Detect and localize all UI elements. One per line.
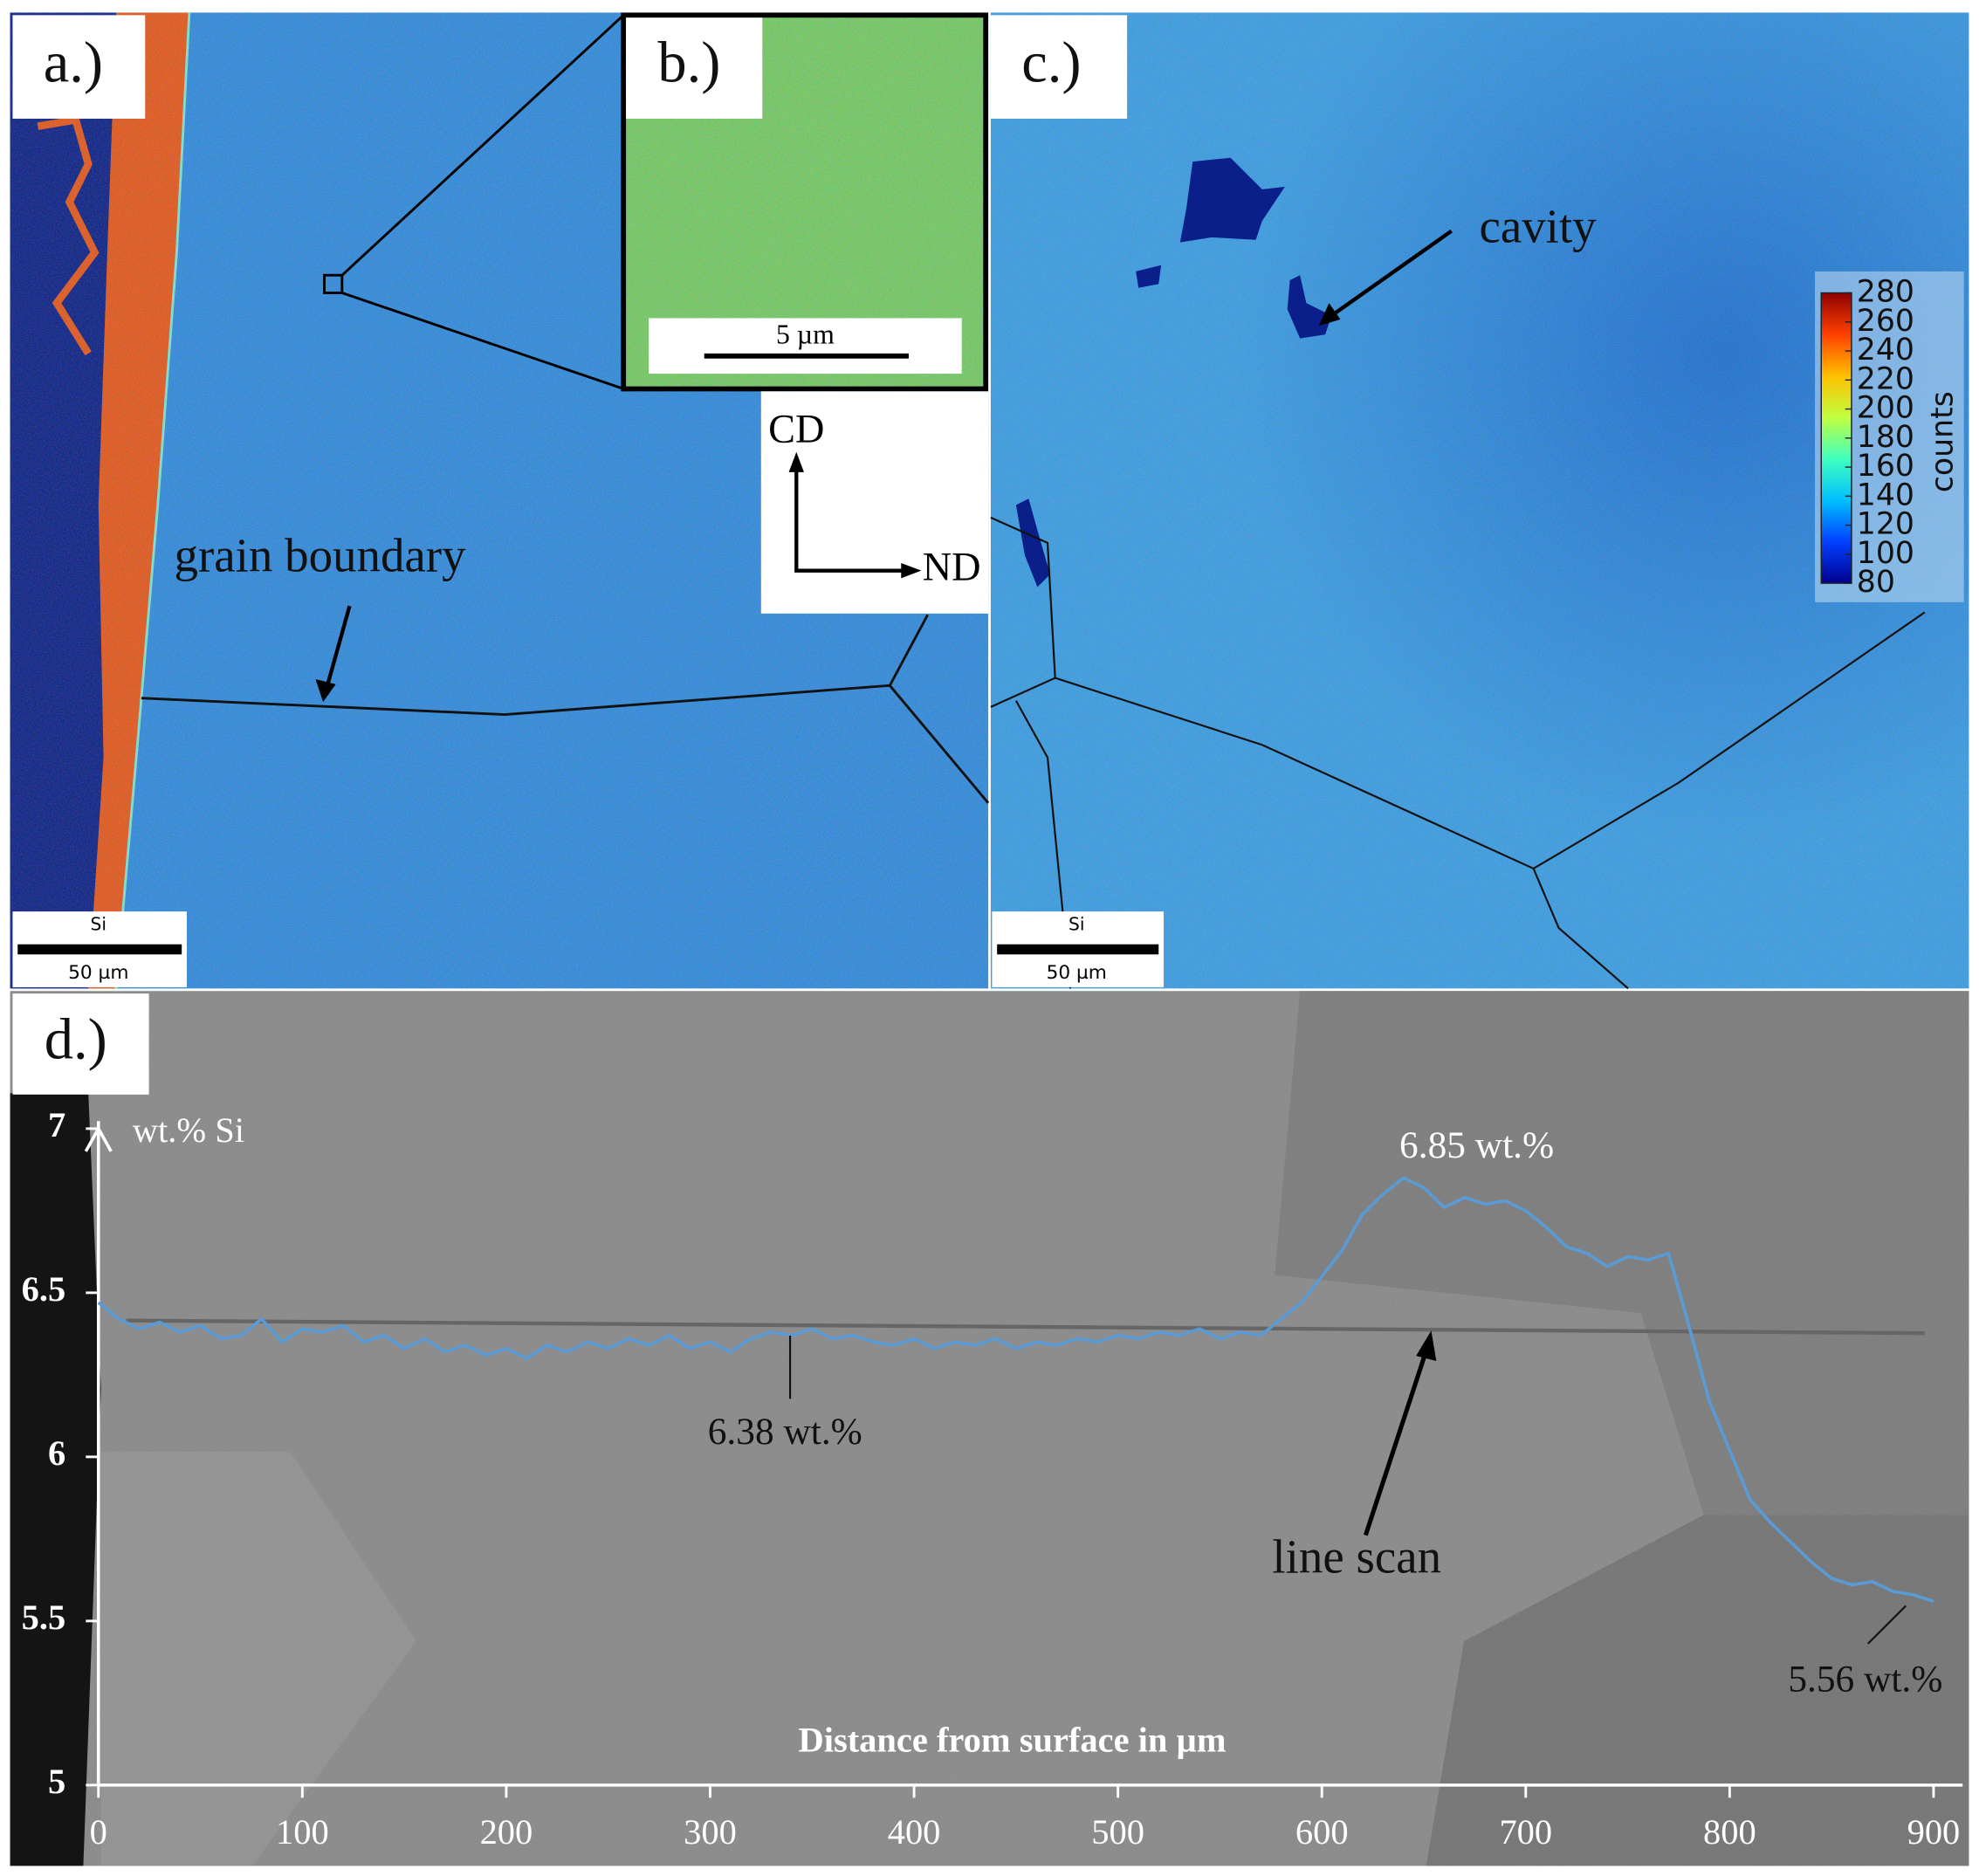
axes-arrows bbox=[794, 469, 907, 573]
key-box bbox=[760, 391, 989, 614]
colorbar-tick-label: 260 bbox=[1857, 304, 1914, 339]
x-tick-label: 500 bbox=[1091, 1812, 1144, 1852]
colorbar-tick-label: 120 bbox=[1857, 507, 1914, 542]
x-axis-label: Distance from surface in µm bbox=[798, 1720, 1226, 1759]
annotation-arrow bbox=[1363, 1350, 1429, 1536]
colorbar-tick-label: 140 bbox=[1857, 478, 1914, 512]
x-tick-label: 700 bbox=[1499, 1812, 1552, 1852]
grain-boundary-line bbox=[990, 516, 1056, 708]
x-tick-label: 600 bbox=[1295, 1812, 1349, 1852]
panel-label: b.) bbox=[657, 31, 720, 94]
scale-label: 5 µm bbox=[776, 319, 835, 349]
arrow-head bbox=[315, 679, 336, 703]
scan-track bbox=[126, 1318, 1925, 1336]
cavity-region bbox=[1136, 265, 1162, 288]
x-tick-label: 300 bbox=[684, 1812, 737, 1852]
colorbar-tick-label: 160 bbox=[1857, 449, 1914, 484]
panel-label: d.) bbox=[45, 1008, 107, 1072]
y-tick-label: 7 bbox=[48, 1105, 65, 1144]
noise bbox=[10, 991, 1969, 1866]
arrow-head bbox=[901, 562, 922, 579]
arrow-head bbox=[1416, 1330, 1437, 1361]
colorbar-tick-label: 80 bbox=[1857, 565, 1895, 600]
colorbar-title: counts bbox=[1926, 391, 1961, 492]
arrow bbox=[1330, 229, 1453, 318]
colorbar-tick-label: 180 bbox=[1857, 420, 1914, 455]
cavity-region bbox=[1179, 157, 1285, 243]
annotation: grain boundary bbox=[175, 529, 467, 582]
scale-element: Si bbox=[91, 914, 107, 935]
annotation: line scan bbox=[1272, 1530, 1441, 1584]
cavity-region bbox=[1015, 498, 1050, 588]
colorbar-tick-label: 220 bbox=[1857, 361, 1914, 396]
colorbar-tick-label: 100 bbox=[1857, 536, 1914, 571]
scale-bar bbox=[17, 944, 182, 955]
y-axis-label: wt.% Si bbox=[133, 1110, 244, 1150]
panel-d: d.) 0 100 200 300 400 500 600 700 800 900 5 5.5 6 6.5… bbox=[10, 991, 1969, 1866]
arrow bbox=[323, 605, 352, 693]
label-box bbox=[626, 17, 763, 119]
direction-key: CD ND bbox=[760, 391, 989, 614]
panel-label: c.) bbox=[1021, 31, 1081, 94]
panel-b: b.) 5 µm bbox=[621, 12, 989, 392]
colorbar-tick-label: 200 bbox=[1857, 391, 1914, 426]
x-tick-label: 400 bbox=[888, 1812, 941, 1852]
y-tick-label: 6.5 bbox=[22, 1269, 66, 1309]
x-tick-label: 0 bbox=[90, 1812, 107, 1852]
colorbar-tick-label: 280 bbox=[1857, 275, 1914, 310]
arrow-head bbox=[1318, 303, 1341, 326]
annotation: 6.85 wt.% bbox=[1399, 1124, 1554, 1166]
scale-label: 50 µm bbox=[1047, 962, 1107, 984]
scale-element: Si bbox=[1069, 914, 1084, 935]
data-line bbox=[97, 1176, 1934, 1604]
grain-boundary-line bbox=[1532, 868, 1629, 990]
annotation: 6.38 wt.% bbox=[708, 1411, 862, 1453]
y-tick-label: 6 bbox=[48, 1433, 65, 1473]
colorbar-tick-label: 240 bbox=[1857, 333, 1914, 368]
label-box bbox=[990, 15, 1128, 119]
surface-edge bbox=[10, 1093, 101, 1866]
grain-boundary-line bbox=[1014, 700, 1072, 989]
x-tick-label: 200 bbox=[480, 1812, 533, 1852]
annotation: cavity bbox=[1479, 199, 1597, 252]
label-box bbox=[12, 15, 146, 119]
scale-box bbox=[649, 318, 962, 375]
x-tick-label: 800 bbox=[1703, 1812, 1756, 1852]
x-tick-label: 900 bbox=[1907, 1812, 1961, 1852]
label-box bbox=[12, 993, 149, 1095]
scale-label: 50 µm bbox=[68, 962, 128, 984]
direction-label: CD bbox=[768, 408, 824, 452]
annotation: 5.56 wt.% bbox=[1788, 1659, 1942, 1701]
direction-label: ND bbox=[923, 545, 981, 589]
scale-bar bbox=[704, 353, 909, 359]
arrow-head bbox=[788, 451, 804, 472]
y-tick-label: 5 bbox=[48, 1762, 65, 1801]
scale-bar bbox=[997, 944, 1159, 955]
annotation-pointer bbox=[1867, 1605, 1907, 1645]
zoom-box bbox=[323, 273, 344, 294]
x-tick-label: 100 bbox=[276, 1812, 329, 1852]
zoom-line bbox=[340, 14, 625, 277]
panel-label: a.) bbox=[44, 31, 103, 94]
grain-boundary-line bbox=[889, 614, 929, 686]
panel-c: cavity counts Si 50 µm c.) bbox=[990, 12, 1969, 990]
noise bbox=[990, 12, 1969, 989]
zoom-line bbox=[341, 292, 624, 390]
grain-boundary-line bbox=[141, 684, 990, 804]
y-tick-label: 5.5 bbox=[22, 1598, 66, 1637]
